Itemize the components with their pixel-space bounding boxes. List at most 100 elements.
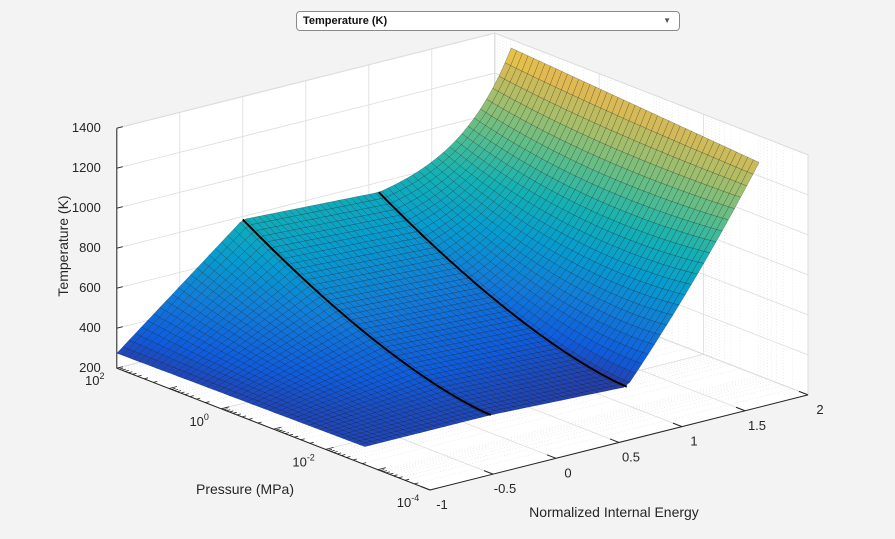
y-tick <box>221 406 230 410</box>
y-tick <box>143 377 149 380</box>
y-tick <box>414 482 419 485</box>
y-tick <box>281 430 286 433</box>
z-tick-label: 1400 <box>72 120 101 135</box>
y-tick <box>275 428 280 431</box>
y-tick <box>232 411 237 414</box>
y-tick <box>236 413 242 416</box>
y-tick <box>429 487 439 491</box>
x-tick <box>798 390 809 396</box>
y-tick <box>189 395 194 397</box>
y-tick <box>325 447 334 450</box>
z-tick <box>116 246 123 249</box>
y-tick <box>196 397 201 400</box>
minor-grid-line-y <box>393 140 772 477</box>
grid-line-z <box>116 32 809 156</box>
z-tick-label: 200 <box>79 360 101 375</box>
z-tick-label: 1000 <box>72 200 101 215</box>
y-tick <box>330 449 335 452</box>
y-tick <box>223 408 228 411</box>
x-tick-label: -1 <box>436 497 448 512</box>
variable-dropdown[interactable]: Temperature (K) ▼ <box>296 11 680 31</box>
z-tick-label: 600 <box>79 280 101 295</box>
minor-grid-line-y <box>382 136 762 472</box>
x-tick <box>420 486 431 491</box>
y-tick <box>119 367 124 370</box>
y-tick <box>393 474 398 477</box>
minor-grid-line-y <box>414 148 793 485</box>
y-tick <box>153 381 158 383</box>
y-tick <box>132 372 137 375</box>
y-tick <box>226 409 231 412</box>
y-tick-label: 102 <box>85 371 104 388</box>
y-tick <box>294 435 299 438</box>
y-axis-label: Pressure (MPa) <box>196 481 294 497</box>
y-tick <box>241 415 247 418</box>
y-tick <box>176 390 182 393</box>
x-tick-label: 2 <box>816 402 823 417</box>
y-tick <box>124 369 129 372</box>
x-tick-label: 1.5 <box>748 418 766 433</box>
y-tick <box>380 469 385 472</box>
z-tick <box>116 206 123 209</box>
phase-boundary-line <box>242 218 492 416</box>
y-tick <box>341 454 346 456</box>
minor-grid-line-y <box>385 137 765 474</box>
x-tick-label: 0.5 <box>622 449 640 464</box>
y-tick <box>128 371 133 374</box>
z-tick-label: 800 <box>79 240 101 255</box>
y-tick <box>309 441 314 444</box>
y-tick <box>398 476 403 479</box>
y-tick <box>389 472 394 475</box>
x-tick-label: -0.5 <box>494 481 516 496</box>
x-tick <box>483 470 494 475</box>
minor-grid-line-y <box>405 145 784 481</box>
axes: 200 400 600 800 1000 1200 1400 -1 -0.5 0 0.5 1 1.5 2 1… <box>72 120 824 512</box>
minor-grid-line-y <box>380 135 759 471</box>
dropdown-selected-value: Temperature (K) <box>303 15 388 27</box>
y-tick <box>180 391 185 394</box>
y-tick <box>377 467 386 471</box>
surface-patch <box>358 442 372 447</box>
minor-grid-line-y <box>389 139 768 475</box>
z-tick <box>116 126 123 129</box>
y-tick <box>346 456 351 458</box>
z-tick-label: 1200 <box>72 160 101 175</box>
x-tick <box>546 454 557 459</box>
z-tick <box>116 166 123 169</box>
x-tick <box>735 406 746 412</box>
y-tick <box>404 478 410 481</box>
phase-boundary-line <box>378 191 628 388</box>
x-axis-label: Normalized Internal Energy <box>529 504 699 520</box>
y-tick <box>273 426 282 430</box>
y-tick-label: 100 <box>189 412 208 429</box>
x-tick <box>609 438 620 443</box>
y-tick <box>337 452 342 455</box>
y-tick <box>257 421 262 424</box>
y-tick <box>361 462 367 464</box>
y-tick <box>171 388 176 390</box>
y-tick-label: 10-4 <box>397 493 419 510</box>
surface <box>116 47 760 447</box>
y-tick <box>284 432 290 434</box>
y-tick <box>300 438 305 441</box>
y-tick <box>137 374 142 377</box>
y-tick <box>289 433 294 436</box>
y-tick <box>382 470 387 473</box>
y-tick <box>333 451 338 453</box>
x-tick <box>672 422 683 428</box>
minor-grid-line-y <box>398 142 777 479</box>
chevron-down-icon: ▼ <box>663 16 671 25</box>
z-tick <box>116 286 123 289</box>
y-tick <box>327 448 333 451</box>
x-tick-label: 0 <box>564 465 571 480</box>
y-tick <box>278 429 283 432</box>
y-tick <box>121 368 126 371</box>
y-tick <box>205 401 210 404</box>
z-tick <box>116 326 123 329</box>
y-tick <box>352 458 357 461</box>
z-axis-label: Temperature (K) <box>55 195 71 296</box>
y-tick <box>184 393 189 395</box>
y-tick <box>248 418 253 420</box>
z-tick-label: 400 <box>79 320 101 335</box>
